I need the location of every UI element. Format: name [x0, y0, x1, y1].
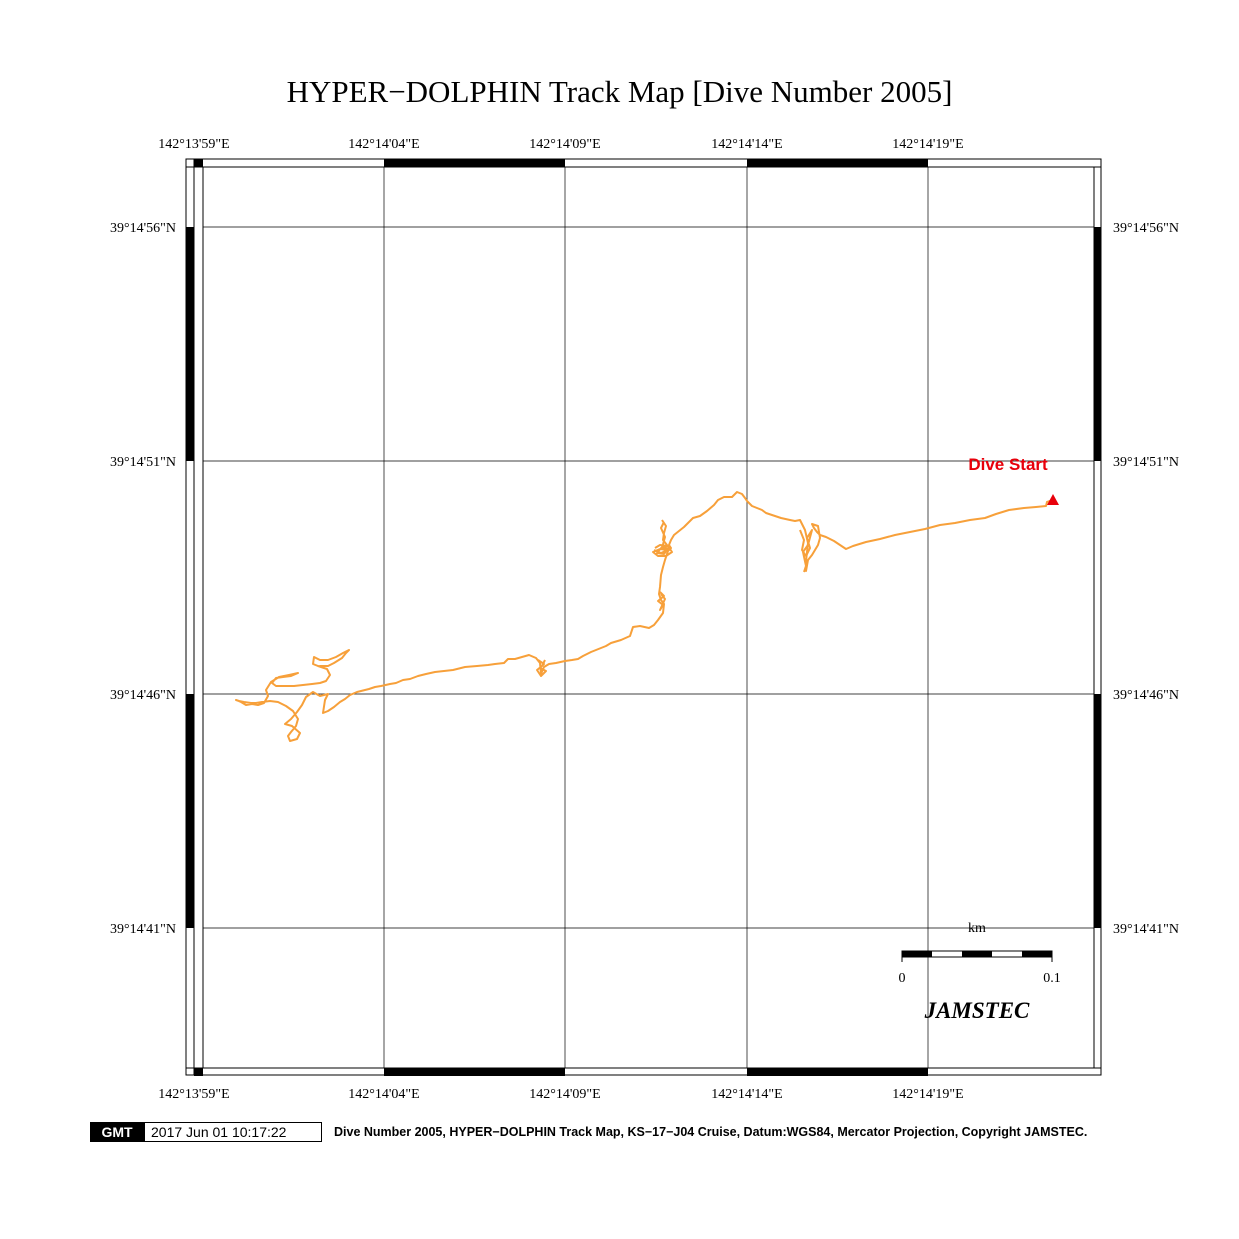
- graticule: [203, 167, 1094, 1068]
- dive-start-marker: [1047, 494, 1059, 505]
- lon-label-bottom-3: 142°14'09"E: [529, 1087, 600, 1102]
- lat-label-right-2: 39°14'51"N: [1113, 455, 1179, 470]
- lon-label-top-3: 142°14'09"E: [529, 137, 600, 152]
- scale-bar-min: 0: [899, 971, 906, 986]
- scale-bar: km 0 0.1: [899, 921, 1061, 986]
- lon-label-top-5: 142°14'19"E: [892, 137, 963, 152]
- dive-track: [235, 491, 1054, 742]
- lon-label-bottom-4: 142°14'14"E: [711, 1087, 782, 1102]
- lon-label-bottom-2: 142°14'04"E: [348, 1087, 419, 1102]
- frame-checker-right: [1094, 227, 1101, 928]
- map-title: HYPER−DOLPHIN Track Map [Dive Number 200…: [286, 74, 953, 109]
- lon-label-top-1: 142°13'59"E: [158, 137, 229, 152]
- lon-label-top-4: 142°14'14"E: [711, 137, 782, 152]
- lon-label-top-2: 142°14'04"E: [348, 137, 419, 152]
- lon-label-bottom-5: 142°14'19"E: [892, 1087, 963, 1102]
- lat-label-left-3: 39°14'46"N: [110, 688, 176, 703]
- dive-track-cluster-4: [536, 659, 547, 677]
- dive-track-cluster-2: [660, 519, 668, 549]
- frame-checker-left: [186, 227, 194, 928]
- frame-checker-bottom: [194, 1068, 928, 1076]
- dive-track-cluster-3: [799, 529, 813, 573]
- dive-start-label: Dive Start: [968, 455, 1048, 474]
- scale-bar-max: 0.1: [1043, 971, 1061, 986]
- lat-label-right-1: 39°14'56"N: [1113, 221, 1179, 236]
- scale-bar-unit: km: [968, 921, 986, 936]
- lat-label-left-4: 39°14'41"N: [110, 922, 176, 937]
- map-outer-frame: [185, 158, 1102, 1076]
- caption: Dive Number 2005, HYPER−DOLPHIN Track Ma…: [334, 1125, 1088, 1139]
- lat-label-left-2: 39°14'51"N: [110, 455, 176, 470]
- footer: GMT 2017 Jun 01 10:17:22 Dive Number 200…: [90, 1122, 1087, 1142]
- timestamp: 2017 Jun 01 10:17:22: [144, 1122, 322, 1142]
- dive-track-cluster-5: [657, 591, 666, 611]
- lon-label-bottom-1: 142°13'59"E: [158, 1087, 229, 1102]
- frame-checker-top: [194, 159, 928, 167]
- jamstec-label: JAMSTEC: [924, 998, 1030, 1023]
- lat-label-right-3: 39°14'46"N: [1113, 688, 1179, 703]
- map-inner-frame: [202, 166, 1095, 1069]
- gmt-logo: GMT: [90, 1122, 144, 1142]
- dive-track-cluster-1: [652, 544, 673, 557]
- lat-label-left-1: 39°14'56"N: [110, 221, 176, 236]
- lat-label-right-4: 39°14'41"N: [1113, 922, 1179, 937]
